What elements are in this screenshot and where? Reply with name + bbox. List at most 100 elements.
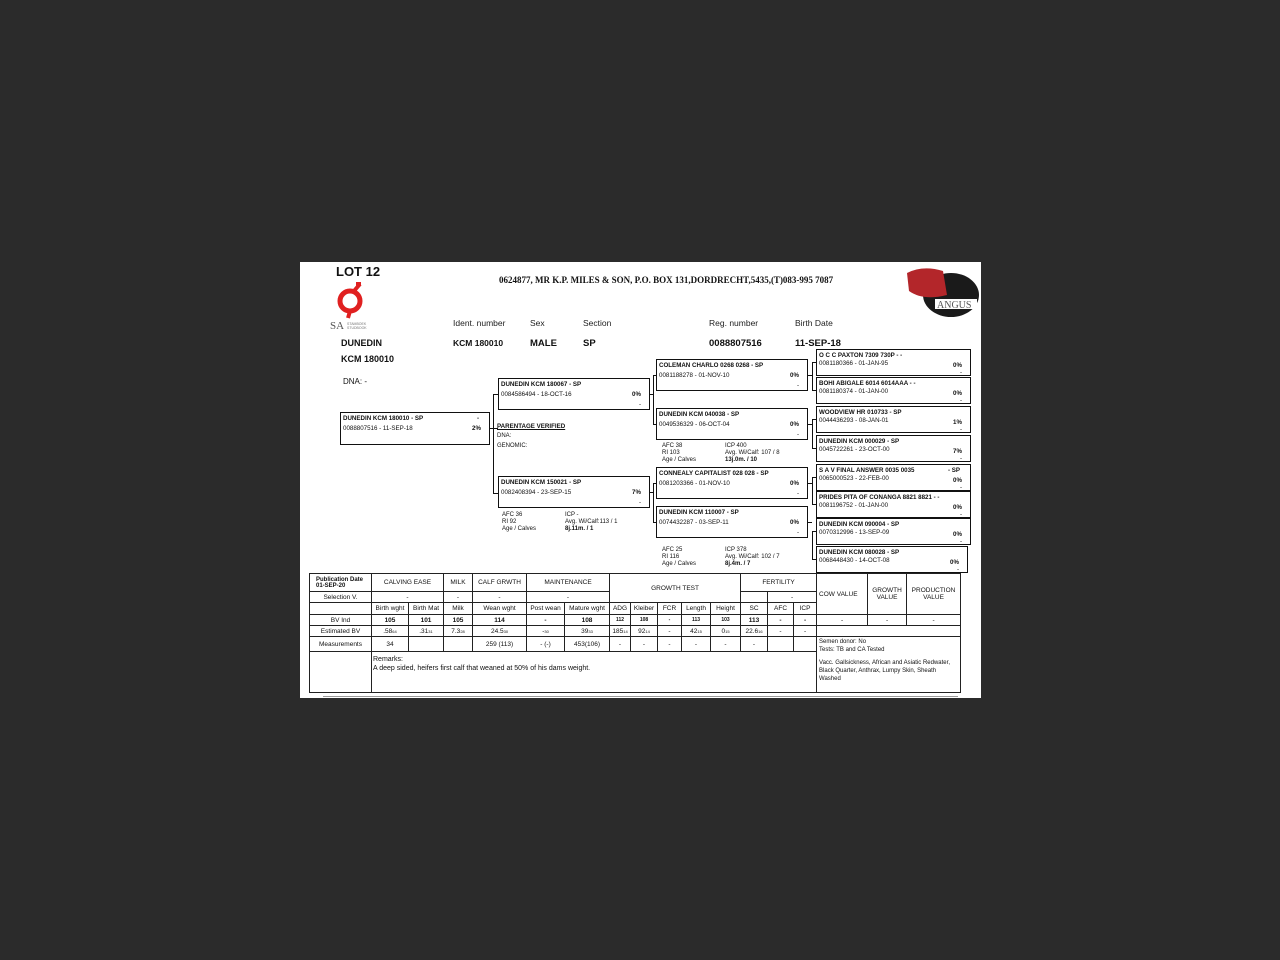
svg-text:STAMBOEK: STAMBOEK (347, 322, 367, 326)
node-inbreeding: 1% (953, 419, 962, 426)
pedigree-node-ggp: DUNEDIN KCM 090004 - SP 0070312996 - 13-… (816, 518, 971, 545)
node-name: DUNEDIN KCM 180010 - SP (343, 415, 424, 422)
node-name: CONNEALY CAPITALIST 028 028 - SP (659, 470, 769, 477)
sex-label: Sex (530, 318, 545, 328)
age-calves-value: 8j.11m. / 1 (565, 526, 594, 532)
estimated-bv: 015 (710, 625, 742, 637)
node-inbreeding: 2% (472, 425, 481, 432)
bv-value: - (526, 614, 566, 626)
node-reg: 0084586494 - 18-OCT-16 (501, 391, 572, 398)
column-header: FCR (657, 602, 683, 615)
group-fertility: FERTILITY (740, 573, 818, 592)
node-reg: 0065000523 - 22-FEB-00 (819, 475, 889, 482)
selection-label: Selection V. (309, 591, 372, 603)
measurement: 453(106) (564, 636, 611, 652)
estimated-bv: - (657, 625, 683, 637)
pedigree-node-ggp: S A V FINAL ANSWER 0035 0035 0065000523 … (816, 464, 971, 491)
growth-value-header: GROWTH VALUE (867, 573, 908, 615)
measurement: - (681, 636, 712, 652)
age-calves-value: 13j.0m. / 10 (725, 457, 758, 463)
pedigree-connector (812, 362, 813, 390)
pedigree-node-sire-sire: COLEMAN CHARLO 0268 0268 - SP 0081188278… (656, 359, 808, 391)
pedigree-connector (812, 531, 816, 532)
selection-value: - (767, 591, 818, 603)
pedigree-connector (653, 375, 654, 424)
tests: Tests: TB and CA Tested (819, 647, 885, 653)
node-inbreeding: 0% (953, 531, 962, 538)
ri: RI 103 (662, 450, 680, 456)
measurement: - (630, 636, 659, 652)
node-inbreeding: 0% (953, 362, 962, 369)
node-dash: - (796, 382, 799, 389)
pedigree-certificate: LOT 12 SA STAMBOEK STUDBOOK 0624877, MR K.… (300, 262, 981, 698)
selection-value: - (472, 591, 528, 603)
pedigree-node-dam: DUNEDIN KCM 150021 - SP 0082408394 - 23-… (498, 476, 650, 508)
node-name: PRIDES PITA OF CONANGA 8821 8821 - - (819, 494, 940, 501)
footer-rule (323, 696, 958, 697)
section-value: SP (583, 338, 596, 349)
estimated-bv: 22.616 (740, 625, 769, 637)
pedigree-connector (653, 375, 656, 376)
pedigree-connector (493, 493, 498, 494)
node-reg: 0081196752 - 01-JAN-00 (819, 502, 889, 509)
ri: RI 92 (502, 519, 517, 525)
node-top: - (476, 415, 479, 422)
accuracy: 30 (503, 628, 509, 634)
avg-wean-calf: Avg. Wi/Calf: 107 / 8 (725, 450, 780, 456)
vaccinations: Vacc. Gallsickness, African and Asiatic … (819, 660, 950, 682)
bv-value: 105 (443, 614, 474, 626)
pedigree-connector (650, 394, 653, 395)
node-name: DUNEDIN KCM 180067 - SP (501, 381, 582, 388)
animal-name-2: KCM 180010 (341, 354, 395, 364)
node-dash: - (959, 455, 962, 462)
svg-text:STUDBOOK: STUDBOOK (347, 326, 367, 330)
cow-value-header: COW VALUE (816, 573, 869, 615)
node-reg: 0081188278 - 01-NOV-10 (659, 372, 730, 379)
dna-status: DNA: - (343, 377, 367, 386)
pedigree-node-ggp: BOHI ABIGALE 6014 6014AAA - - 0081180374… (816, 377, 971, 404)
bv-label: BV Ind (309, 614, 372, 626)
column-header: ADG (609, 602, 632, 615)
parentage-genomic: GENOMIC: (497, 443, 528, 449)
accuracy: 33 (588, 628, 593, 634)
notes-panel: Semen donor: No Tests: TB and CA Tested Va… (816, 636, 962, 693)
column-header: AFC (767, 602, 795, 615)
afc: AFC 25 (662, 547, 683, 553)
estimated-bv: -30 (526, 625, 566, 637)
accuracy: 14 (645, 628, 650, 634)
node-reg: 0049536329 - 06-OCT-04 (659, 421, 730, 428)
node-reg: 0081180366 - 01-JAN-95 (819, 360, 889, 367)
pedigree-connector (650, 492, 653, 493)
estimated-bv: .3131 (407, 625, 445, 637)
group-calving-ease: CALVING EASE (370, 573, 445, 592)
estimated-bv: 7.328 (443, 625, 474, 637)
measurement (767, 636, 795, 652)
sex-value: MALE (530, 338, 557, 349)
bv-value: 108 (630, 614, 659, 626)
pedigree-node-ggp: O C C PAXTON 7309 730P - - 0081180366 - … (816, 349, 971, 376)
node-dash: - (959, 538, 962, 545)
estimated-bv: .5864 (371, 625, 409, 637)
pedigree-connector (808, 424, 812, 425)
node-inbreeding: 0% (790, 519, 799, 526)
blank-cell (816, 625, 962, 637)
group-calf-growth: CALF GRWTH (472, 573, 528, 592)
node-reg: 0074432287 - 03-SEP-11 (659, 519, 729, 526)
pedigree-node-ggp: PRIDES PITA OF CONANGA 8821 8821 - - 008… (816, 491, 971, 518)
accuracy: 28 (460, 628, 465, 634)
node-dash: - (638, 401, 641, 408)
pedigree-connector (812, 477, 813, 504)
measurement: - (-) (526, 636, 566, 652)
node-name: WOODVIEW HR 010733 - SP (819, 409, 902, 416)
node-name: BOHI ABIGALE 6014 6014AAA - - (819, 380, 916, 387)
node-inbreeding: 0% (953, 504, 962, 511)
parentage-dna: DNA: (497, 433, 512, 439)
pedigree-node-dam-dam: DUNEDIN KCM 110007 - SP 0074432287 - 03-… (656, 506, 808, 538)
accuracy: 30 (544, 628, 549, 634)
node-dash: - (956, 566, 959, 573)
pedigree-node-dam-sire: CONNEALY CAPITALIST 028 028 - SP 0081203… (656, 467, 808, 499)
bv-value: 114 (472, 614, 528, 626)
accuracy: 64 (392, 628, 397, 634)
pedigree-node-ggp: DUNEDIN KCM 080028 - SP 0068448430 - 14-… (816, 546, 968, 573)
bv-value: 103 (710, 614, 742, 626)
